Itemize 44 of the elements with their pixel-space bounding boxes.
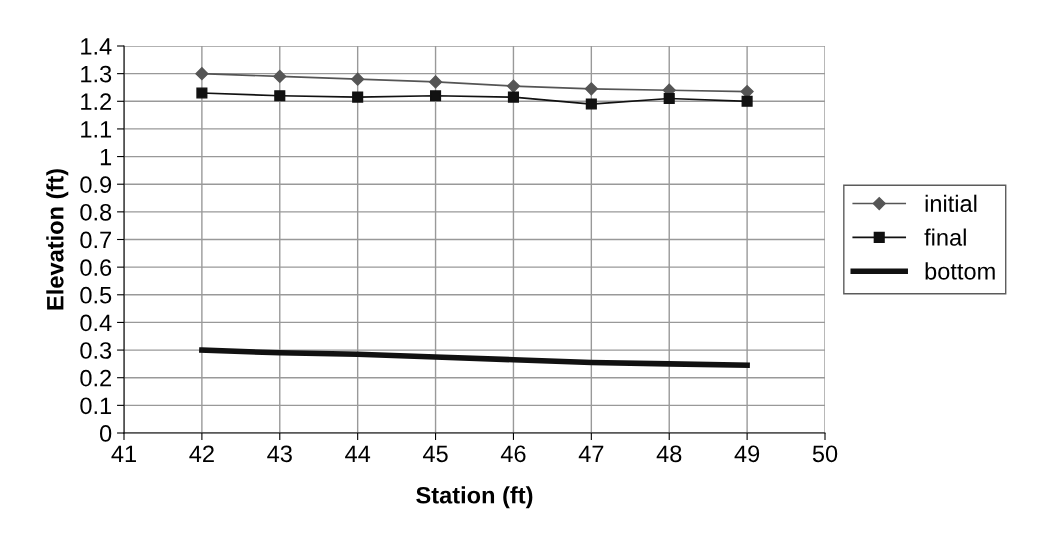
x-tick-label: 42 xyxy=(189,445,214,462)
y-tick-label: 0 xyxy=(99,425,112,442)
y-tick-label: 0.1 xyxy=(80,397,112,415)
y-tick-label: 0.8 xyxy=(80,203,112,221)
x-tick-label: 43 xyxy=(267,445,292,463)
y-axis-title: Elevation (ft) xyxy=(46,169,69,310)
point xyxy=(663,92,675,105)
point xyxy=(196,87,208,99)
y-tick-label: 1.2 xyxy=(81,93,112,110)
point xyxy=(195,67,209,81)
point xyxy=(274,90,286,102)
x-tick-label: 48 xyxy=(656,445,682,463)
point xyxy=(584,82,598,96)
y-tick-label: 1 xyxy=(100,148,112,166)
y-tick-label: 0.2 xyxy=(80,369,112,387)
point xyxy=(352,91,364,103)
point xyxy=(273,69,287,83)
y-tick-label: 1.3 xyxy=(81,65,112,83)
legend-label: bottom xyxy=(925,262,995,280)
x-tick-label: 44 xyxy=(345,445,371,462)
y-tick-label: 0.7 xyxy=(80,231,112,249)
point xyxy=(585,98,597,110)
y-tick-label: 0.9 xyxy=(80,176,112,193)
y-tick-label: 0.6 xyxy=(80,259,112,276)
point xyxy=(429,90,442,102)
x-tick-label: 47 xyxy=(578,445,604,462)
x-tick-label: 46 xyxy=(500,445,526,463)
x-tick-label: 50 xyxy=(812,445,838,463)
y-tick-label: 0.3 xyxy=(80,342,112,359)
point xyxy=(351,72,365,86)
x-tick-label: 45 xyxy=(422,445,448,463)
legend-label: initial xyxy=(925,194,977,213)
x-tick-label: 41 xyxy=(111,445,136,462)
x-tick-label: 49 xyxy=(734,445,760,463)
y-tick-label: 0.4 xyxy=(80,314,112,332)
y-tick-label: 0.5 xyxy=(80,286,112,304)
point xyxy=(506,79,521,93)
point xyxy=(741,95,753,107)
point xyxy=(507,91,520,103)
y-tick-label: 1.1 xyxy=(81,121,112,138)
x-axis-title: Station (ft) xyxy=(416,486,533,509)
legend-label: final xyxy=(924,228,966,246)
y-tick-label: 1.4 xyxy=(81,38,112,55)
point xyxy=(428,75,443,89)
